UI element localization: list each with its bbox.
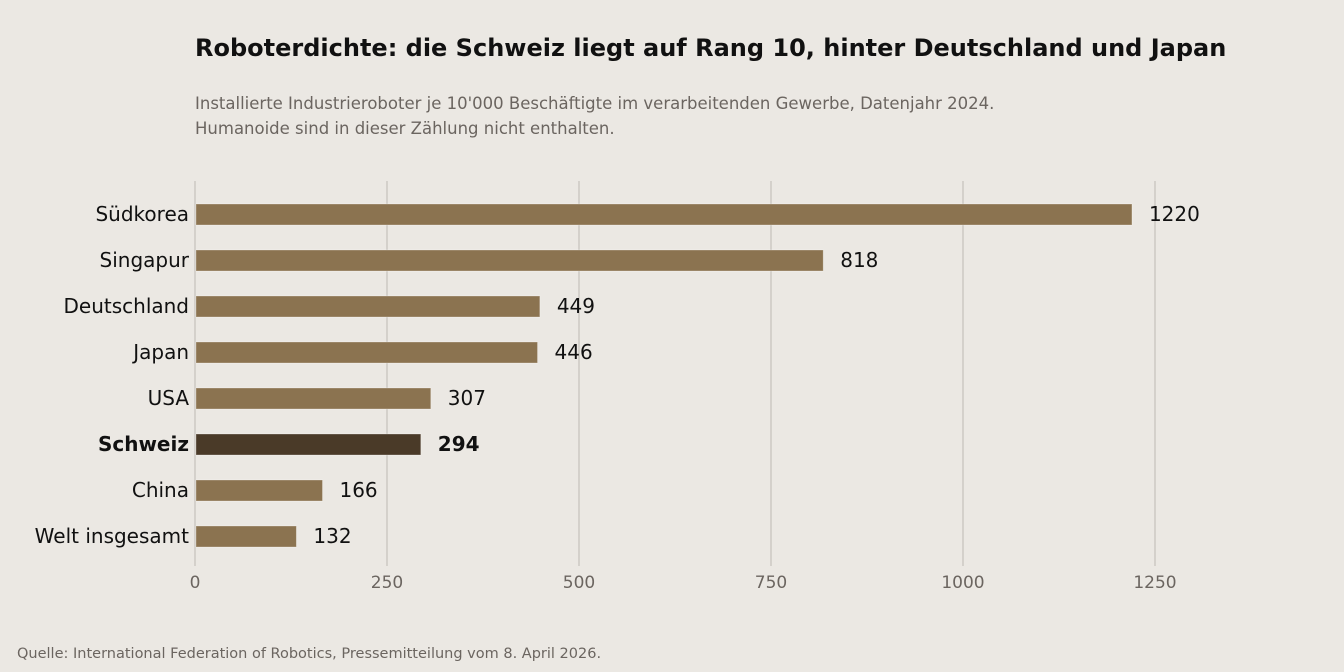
value-label: 166 [339,478,377,502]
bar-2 [195,295,541,318]
x-tick-label: 1000 [941,573,984,593]
x-tick-label: 1250 [1133,573,1176,593]
value-label: 818 [840,248,878,272]
bar-7 [195,525,297,548]
category-labels: Südkorea Singapur Deutschland Japan USA Schwe… [35,202,190,548]
chart-subtitle: Installierte Industrieroboter je 10'000 … [195,91,994,141]
value-label: 132 [313,524,351,548]
x-tick-label: 0 [190,573,201,593]
bar-3 [195,341,538,364]
category-label: Singapur [100,248,190,272]
value-label: 294 [438,432,480,456]
value-label: 307 [448,386,486,410]
source-note: Quelle: International Federation of Robo… [17,646,602,662]
category-label: Welt insgesamt [35,524,189,548]
bars [195,203,1133,548]
bar-0 [195,203,1133,226]
x-tick-label: 250 [371,573,403,593]
x-tick-label: 750 [755,573,787,593]
category-label: Südkorea [95,202,189,226]
bar-1 [195,249,824,272]
chart-title: Roboterdichte: die Schweiz liegt auf Ran… [195,34,1227,62]
category-label: USA [148,386,190,410]
subtitle-line-2: Humanoide sind in dieser Zählung nicht e… [195,119,615,138]
x-tick-label: 500 [563,573,595,593]
category-label: Japan [131,340,189,364]
category-label: China [132,478,189,502]
bar-4 [195,387,432,410]
category-label: Deutschland [64,294,190,318]
category-label: Schweiz [98,432,189,456]
x-axis-ticks: 0 250 500 750 1000 1250 [190,573,1177,593]
bar-chart: Südkorea Singapur Deutschland Japan USA Schwe… [35,181,1200,593]
value-label: 1220 [1149,202,1200,226]
value-labels: 1220 818 449 446 307 294 166 132 [313,202,1199,548]
bar-6 [195,479,323,502]
gridlines [194,181,1156,566]
subtitle-line-1: Installierte Industrieroboter je 10'000 … [195,94,995,113]
bar-5 [195,433,422,456]
value-label: 446 [555,340,593,364]
value-label: 449 [557,294,595,318]
